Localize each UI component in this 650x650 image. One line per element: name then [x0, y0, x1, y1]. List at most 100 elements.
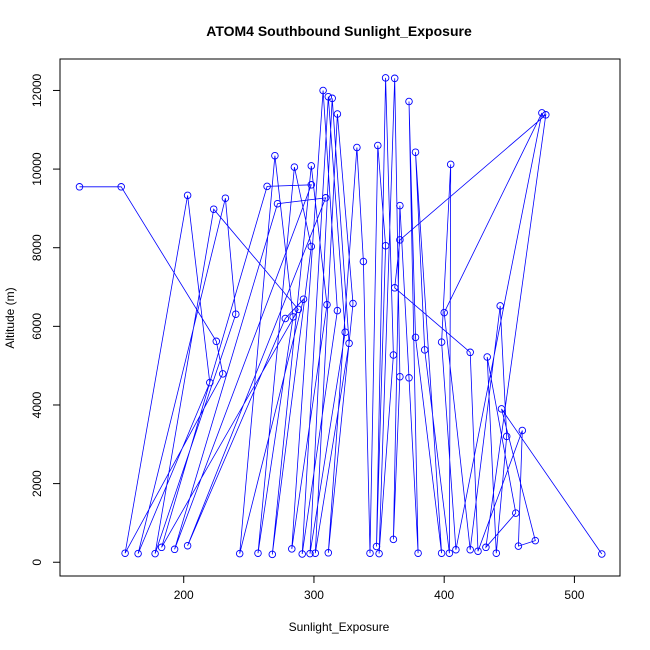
- data-point: [290, 163, 299, 171]
- data-point: [319, 86, 327, 95]
- data-point: [235, 549, 244, 558]
- x-tick-label: 300: [304, 588, 324, 602]
- data-point: [157, 543, 166, 552]
- data-point: [263, 182, 271, 191]
- data-point: [396, 201, 404, 210]
- x-axis: 200 300 400 500: [174, 575, 585, 602]
- data-point: [359, 257, 368, 266]
- y-tick-label: 0: [30, 559, 44, 566]
- data-point: [323, 300, 331, 309]
- data-point: [273, 199, 282, 208]
- data-point: [307, 162, 316, 170]
- data-point: [405, 97, 413, 106]
- data-point: [298, 550, 306, 558]
- data-point: [497, 405, 506, 413]
- data-point: [396, 236, 404, 244]
- data-point: [353, 143, 361, 152]
- data-point: [366, 549, 374, 557]
- data-point: [483, 353, 491, 361]
- x-tick-label: 400: [434, 588, 454, 602]
- data-point: [232, 310, 240, 318]
- data-point: [381, 74, 390, 82]
- x-tick-label: 500: [564, 588, 584, 602]
- plot-frame: [59, 58, 621, 577]
- data-point: [219, 370, 227, 378]
- y-axis-label: Altitude (m): [3, 287, 17, 348]
- data-point: [389, 535, 398, 544]
- data-point: [268, 550, 277, 559]
- data-point: [121, 549, 129, 557]
- data-point: [514, 542, 523, 550]
- y-tick-label: 2000: [30, 470, 44, 497]
- data-point: [542, 111, 550, 119]
- data-point: [372, 542, 381, 551]
- data-point: [221, 194, 230, 202]
- data-point: [452, 545, 460, 554]
- y-axis: 0 2000 4000 6000 8000 10000 12000: [30, 73, 61, 566]
- data-point: [117, 183, 125, 191]
- data-point: [512, 509, 520, 517]
- data-point: [134, 549, 142, 558]
- data-point: [321, 194, 330, 202]
- y-tick-label: 8000: [30, 234, 44, 261]
- data-point: [474, 547, 482, 555]
- data-point: [518, 426, 527, 435]
- data-point: [440, 308, 448, 317]
- data-point: [492, 549, 501, 557]
- data-point: [390, 74, 399, 83]
- data-point: [299, 295, 308, 303]
- data-point: [345, 339, 353, 348]
- data-point: [405, 374, 413, 382]
- data-point: [437, 549, 446, 557]
- y-tick-label: 10000: [30, 152, 44, 186]
- data-point: [324, 549, 333, 557]
- y-tick-label: 6000: [30, 313, 44, 340]
- data-point: [75, 183, 84, 191]
- data-point: [311, 549, 320, 557]
- data-point: [170, 545, 179, 554]
- data-point: [411, 148, 420, 156]
- data-point: [294, 305, 303, 314]
- data-point: [538, 109, 546, 117]
- data-point: [420, 346, 429, 354]
- data-point: [307, 181, 316, 189]
- data-point: [396, 372, 404, 381]
- data-point: [307, 242, 316, 251]
- x-axis-label: Sunlight_Exposure: [289, 620, 390, 634]
- data-point: [212, 337, 221, 346]
- data-point: [437, 338, 446, 346]
- data-point: [374, 141, 382, 150]
- data-point: [306, 549, 314, 558]
- data-point: [289, 313, 297, 321]
- series-line: [79, 77, 603, 555]
- data-point: [288, 545, 296, 553]
- data-point: [349, 299, 357, 308]
- data-point: [482, 543, 490, 552]
- data-point: [414, 549, 422, 557]
- data-series: [75, 74, 606, 559]
- data-point: [341, 328, 349, 336]
- data-point: [466, 348, 474, 357]
- data-point: [531, 536, 540, 545]
- y-tick-label: 12000: [30, 73, 44, 107]
- data-point: [411, 333, 420, 342]
- data-point: [333, 110, 342, 118]
- data-point: [151, 549, 159, 558]
- data-point: [446, 160, 455, 169]
- data-point: [333, 306, 342, 315]
- data-point: [598, 550, 606, 558]
- chart-title: ATOM4 Southbound Sunlight_Exposure: [206, 23, 472, 39]
- data-point: [209, 205, 218, 213]
- data-point: [206, 378, 214, 387]
- data-point: [281, 314, 290, 323]
- data-point: [183, 191, 192, 200]
- data-point: [445, 549, 454, 557]
- data-point: [328, 94, 336, 103]
- y-tick-label: 4000: [30, 391, 44, 418]
- data-point: [375, 549, 383, 558]
- x-tick-label: 200: [174, 588, 194, 602]
- data-point: [496, 302, 504, 310]
- data-point: [254, 549, 262, 557]
- data-point: [183, 541, 192, 550]
